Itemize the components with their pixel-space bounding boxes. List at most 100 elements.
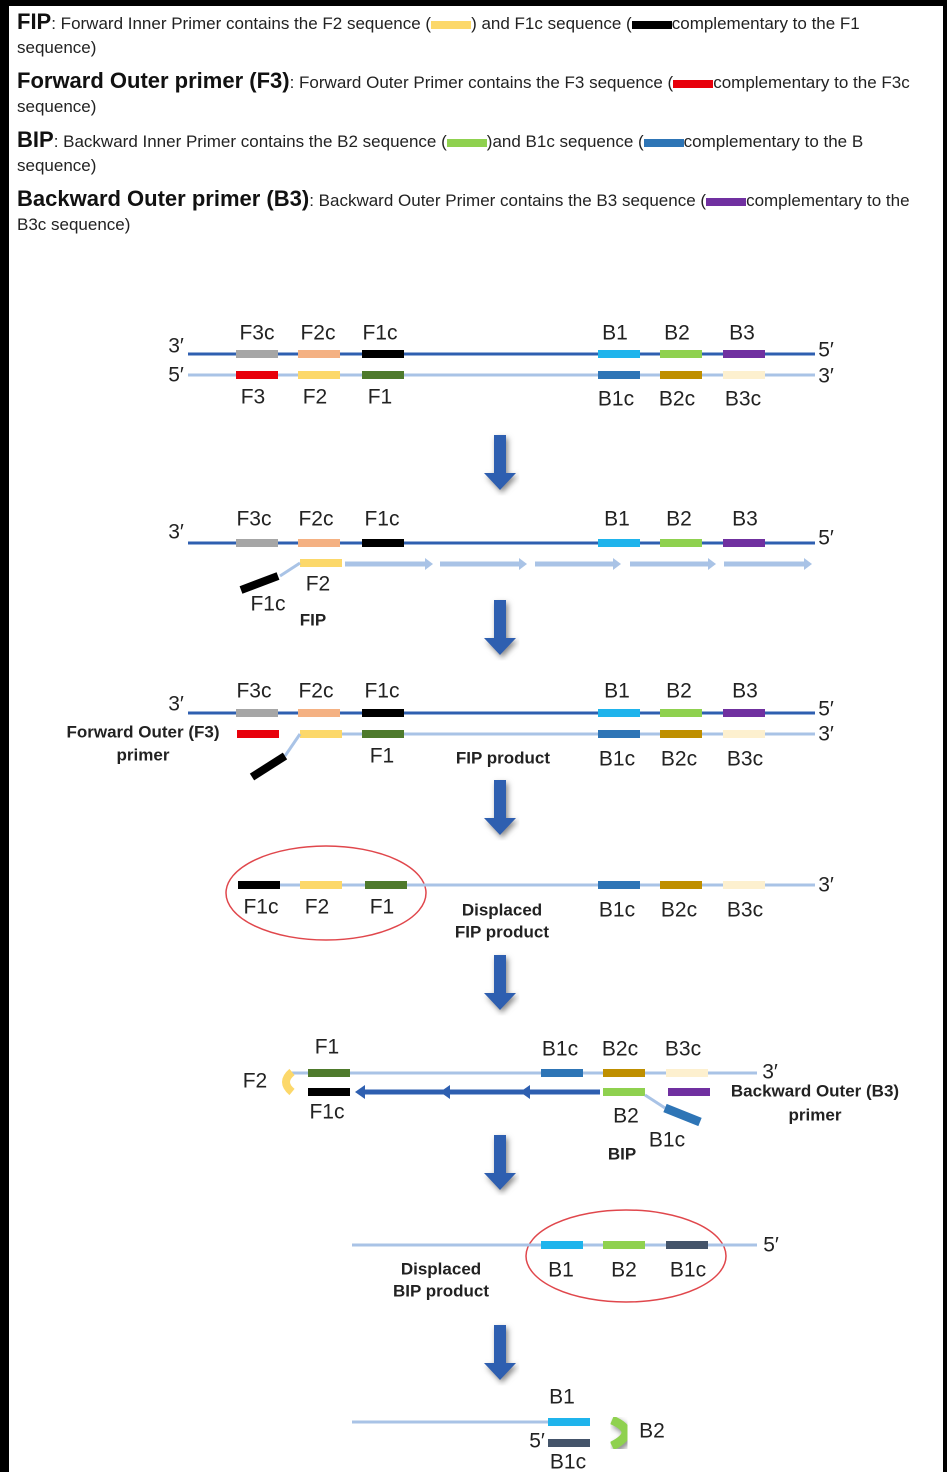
label: F1: [368, 386, 393, 409]
segment: [362, 730, 404, 738]
segment: [308, 1069, 350, 1077]
label: B1c: [598, 388, 634, 411]
label: F2c: [298, 508, 333, 531]
label: 3′: [168, 521, 184, 544]
segment: [298, 539, 340, 547]
segment: [666, 1069, 708, 1077]
down-arrow: [484, 780, 516, 835]
label: 5′: [818, 527, 834, 550]
label: 3′: [762, 1061, 778, 1084]
label: F3c: [236, 508, 271, 531]
segment: [236, 371, 278, 379]
label: B2: [666, 508, 692, 531]
segment: [308, 1088, 350, 1096]
definition: Forward Outer primer (F3): Forward Outer…: [17, 69, 942, 119]
label: FIP: [300, 610, 326, 629]
down-arrow: [484, 600, 516, 655]
down-arrow: [484, 1325, 516, 1380]
label: 3′: [168, 693, 184, 716]
label: FIP product: [456, 748, 550, 767]
label: F2: [303, 386, 328, 409]
segment: [660, 881, 702, 889]
text: complementary to the B sequence): [17, 132, 864, 175]
definition: Backward Outer primer (B3): Backward Out…: [17, 187, 942, 237]
segment: [298, 371, 340, 379]
text: )and B1c sequence (: [486, 132, 644, 151]
label: B3: [732, 508, 758, 531]
label: B1: [602, 322, 628, 345]
swatch: [673, 79, 714, 88]
label: B1c: [670, 1259, 706, 1282]
label: Backward Outer (B3): [731, 1081, 899, 1100]
label: B1: [604, 508, 630, 531]
label: B2c: [661, 899, 697, 922]
segment: [598, 539, 640, 547]
arrow: [355, 1085, 365, 1099]
segment: [300, 881, 342, 889]
label: 3′: [168, 335, 184, 358]
label: F3: [241, 386, 266, 409]
segment: [362, 539, 404, 547]
segment: [603, 1069, 645, 1077]
label: B2: [666, 680, 692, 703]
label: F2c: [298, 680, 333, 703]
text: : Forward Outer Primer contains the F3 s…: [289, 73, 674, 92]
label: Displaced: [462, 900, 542, 919]
label: FIP product: [455, 922, 549, 941]
arrow: [425, 558, 433, 570]
arrow: [520, 1085, 530, 1099]
label: B1c: [542, 1038, 578, 1061]
arrow: [440, 1085, 450, 1099]
segment: [237, 730, 279, 738]
label: B2: [613, 1105, 639, 1128]
strand: [239, 572, 280, 594]
text: : Backward Inner Primer contains the B2 …: [53, 132, 447, 151]
segment: [365, 881, 407, 889]
highlight: [225, 845, 427, 941]
segment: [300, 559, 342, 567]
label: B1c: [599, 899, 635, 922]
text: complementary to the B3c sequence): [17, 191, 910, 234]
label: Displaced: [401, 1259, 481, 1278]
loop: [609, 1415, 631, 1451]
segment: [236, 539, 278, 547]
arrow: [519, 558, 527, 570]
segment: [660, 371, 702, 379]
label: 5′: [763, 1234, 779, 1257]
label: 3′: [818, 723, 834, 746]
segment: [598, 371, 640, 379]
label: F1c: [250, 593, 285, 616]
segment: [598, 350, 640, 358]
label: F1: [315, 1036, 340, 1059]
label: B2: [639, 1420, 665, 1443]
text: complementary to the F1 sequence): [17, 14, 860, 57]
segment: [238, 881, 280, 889]
label: F1: [370, 896, 395, 919]
definitions: FIP: Forward Inner Primer contains the F…: [17, 10, 942, 246]
label: F3c: [236, 680, 271, 703]
label: BIP: [608, 1144, 636, 1163]
label: B1: [604, 680, 630, 703]
text: ) and F1c sequence (: [471, 14, 632, 33]
label: B3c: [725, 388, 761, 411]
segment: [541, 1241, 583, 1249]
label: B2c: [602, 1038, 638, 1061]
label: B2: [664, 322, 690, 345]
label: 5′: [529, 1430, 545, 1453]
segment: [298, 350, 340, 358]
label: Forward Outer (F3): [66, 722, 219, 741]
swatch: [631, 20, 672, 29]
term: FIP: [17, 9, 52, 34]
arrow: [804, 558, 812, 570]
label: 3′: [818, 874, 834, 897]
label: primer: [789, 1105, 842, 1124]
label: B3: [729, 322, 755, 345]
segment: [236, 709, 278, 717]
label: F2c: [300, 322, 335, 345]
segment: [362, 709, 404, 717]
arrow: [613, 558, 621, 570]
strand: [249, 752, 288, 781]
segment: [598, 709, 640, 717]
highlight: [525, 1209, 727, 1303]
label: BIP product: [393, 1281, 489, 1300]
